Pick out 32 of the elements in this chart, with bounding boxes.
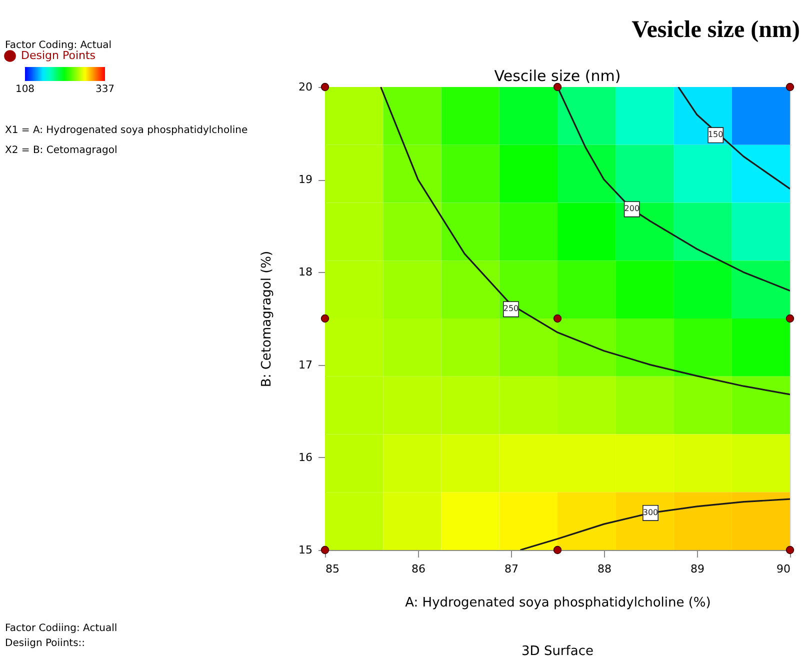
- text: X2 = B: Cetomagragol: [5, 145, 118, 156]
- y-tick-label: 20: [298, 80, 312, 94]
- chart-subtitle: Vescile size (nm): [494, 67, 621, 85]
- color-bar-label: 108: [15, 84, 35, 95]
- text: 3D Surface: [522, 644, 594, 659]
- x-tick-label: 89: [690, 562, 704, 576]
- text: Desiign Poiints::: [5, 638, 86, 649]
- x-tick-label: 90: [776, 562, 790, 576]
- y-axis-title: B: Cetomagragol (%): [260, 250, 275, 388]
- text: Factor Codiing: Actuall: [5, 623, 118, 634]
- y-tick-label: 17: [298, 358, 312, 372]
- legend-label: Design Points: [21, 49, 96, 62]
- text: Factor Coding: Actual: [5, 40, 112, 51]
- y-tick-label: 19: [298, 173, 312, 186]
- x-tick-label: 88: [598, 562, 612, 576]
- y-tick-label: 16: [298, 450, 312, 464]
- y-tick-label: 15: [298, 544, 312, 556]
- annotation: 250: [503, 304, 519, 314]
- y-tick-label: 18: [298, 266, 312, 279]
- chart-title: Vesicle size (nm): [632, 17, 800, 43]
- x-tick-label: 86: [412, 562, 426, 576]
- line-series: [678, 87, 790, 190]
- line-series: [520, 498, 790, 550]
- text: X1 = A: Hydrogenated soya phosphatidylcholine: [5, 125, 248, 136]
- annotation: 150: [708, 130, 724, 140]
- annotation: 300: [642, 508, 658, 517]
- x-tick-label: 85: [326, 562, 340, 576]
- x-tick-label: 87: [504, 562, 518, 576]
- line-series: [380, 87, 790, 396]
- annotation: 200: [624, 204, 640, 214]
- color-bar-label: 337: [95, 84, 115, 95]
- x-axis-title: A: Hydrogenated soya phosphatidylcholine (%): [405, 596, 711, 610]
